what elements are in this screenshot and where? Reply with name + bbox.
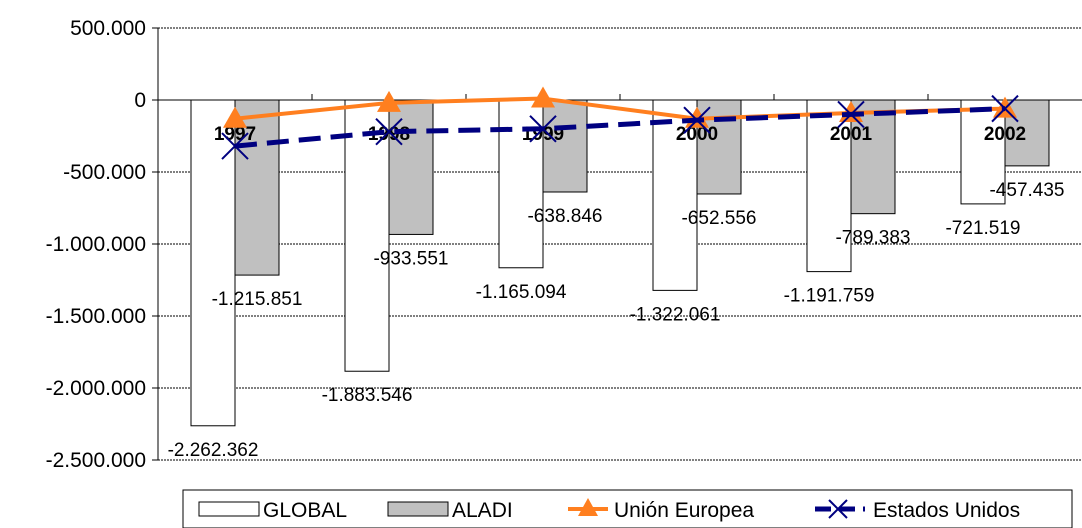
- y-tick-label: -500.000: [63, 161, 146, 184]
- data-label: -2.262.362: [168, 440, 259, 461]
- bar-global: [652, 99, 698, 291]
- legend-swatch: [198, 501, 260, 517]
- y-axis: 500.000 0 -500.000 -1.000.000 -1.500.000 -2.0…: [46, 17, 1082, 472]
- legend-swatch: [387, 501, 449, 517]
- category-label: 2002: [984, 124, 1026, 145]
- category-label: 1997: [214, 124, 256, 145]
- data-label: -457.435: [989, 180, 1064, 201]
- y-tick-label: 0: [134, 89, 146, 112]
- bar-global: [190, 99, 236, 427]
- y-tick-label: -2.000.000: [46, 377, 146, 400]
- legend: GLOBAL ALADI Unión Europea Estados Unidos: [182, 489, 1073, 528]
- data-labels: -2.262.362 -1.883.546 -1.165.094 -1.322.061…: [168, 180, 1065, 461]
- bar-aladi: [388, 99, 434, 235]
- category-label: 2001: [830, 124, 873, 145]
- marker-x: [991, 94, 1019, 123]
- y-tick-label: -1.000.000: [46, 233, 146, 256]
- bars: [190, 99, 1050, 427]
- category-labels: 1997 1998 1999 2000 2001 2002: [214, 124, 1026, 145]
- data-label: -638.846: [527, 206, 602, 227]
- line-series: [221, 86, 1019, 160]
- marker-x: [375, 117, 403, 146]
- marker-x: [837, 100, 865, 129]
- marker-triangle: [377, 90, 401, 112]
- marker-triangle: [531, 86, 555, 108]
- legend-box: [182, 489, 1073, 528]
- bar-aladi: [234, 99, 280, 276]
- marker-x: [221, 132, 249, 160]
- bar-global: [344, 99, 390, 372]
- data-label: -789.383: [835, 228, 910, 249]
- data-label: -1.215.851: [212, 289, 303, 310]
- marker-triangle: [993, 96, 1017, 118]
- y-tick-label: -1.500.000: [46, 305, 146, 328]
- legend-marker: [828, 499, 848, 519]
- legend-label: Estados Unidos: [873, 499, 1020, 522]
- legend-label: GLOBAL: [263, 499, 347, 522]
- marker-triangle: [223, 106, 247, 128]
- gridlines: [158, 27, 1082, 461]
- y-tick-label: 500.000: [70, 17, 146, 40]
- data-label: -1.191.759: [784, 286, 875, 307]
- data-label: -1.883.546: [322, 385, 413, 406]
- legend-label: ALADI: [452, 499, 513, 522]
- legend-label: Unión Europea: [614, 499, 754, 522]
- bar-aladi: [542, 99, 588, 193]
- legend-marker: [578, 498, 598, 516]
- data-label: -721.519: [945, 218, 1020, 239]
- category-label: 2000: [676, 124, 718, 145]
- data-label: -933.551: [373, 248, 448, 269]
- line-estados-unidos: [234, 106, 1006, 149]
- marker-x: [683, 106, 711, 134]
- y-tick-label: -2.500.000: [46, 449, 146, 472]
- marker-x: [529, 115, 557, 143]
- data-label: -1.165.094: [476, 282, 567, 303]
- data-label: -652.556: [681, 208, 756, 229]
- data-label: -1.322.061: [630, 304, 721, 325]
